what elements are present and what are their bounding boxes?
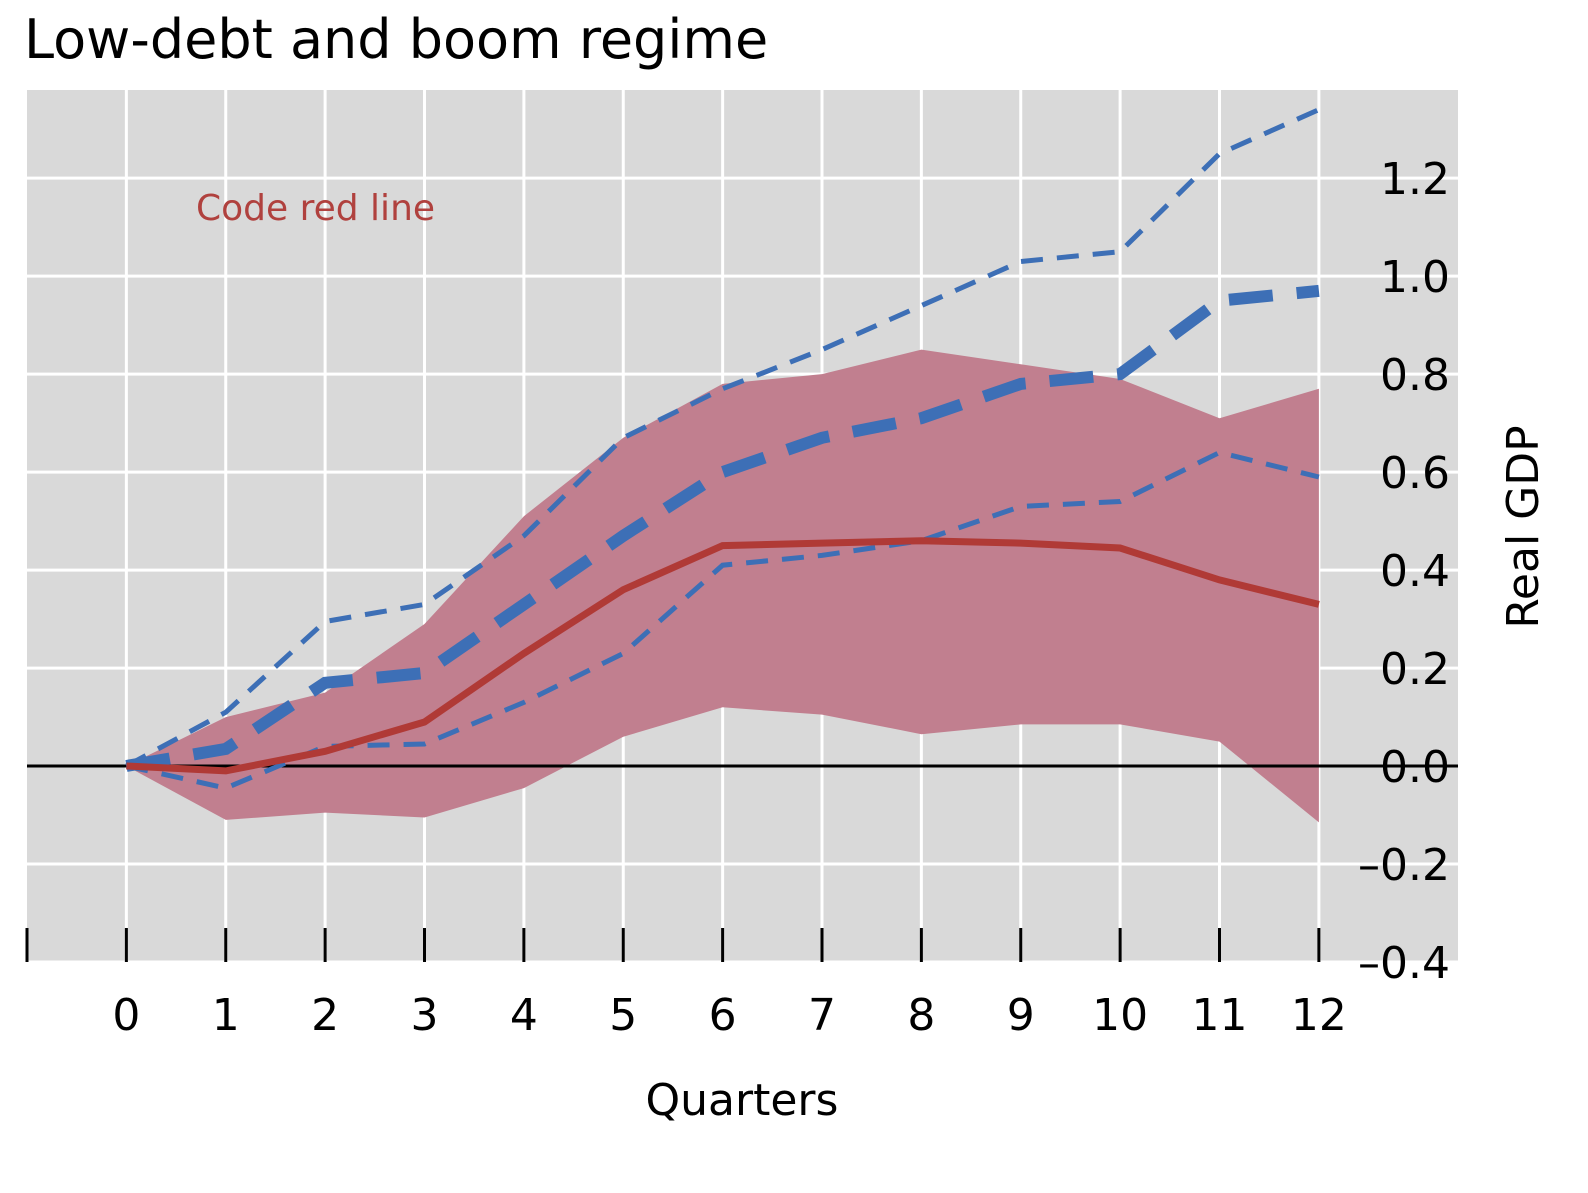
x-tick-label: 3 [411, 990, 439, 1041]
x-tick-label: 11 [1192, 990, 1248, 1041]
y-tick-label: 0.6 [1380, 448, 1450, 499]
y-tick-label: 0.0 [1380, 742, 1450, 793]
y-tick-label: 0.4 [1380, 546, 1450, 597]
y-tick-label: 1.0 [1380, 252, 1450, 303]
x-axis-label: Quarters [646, 1075, 839, 1126]
blue-thick-dashed-line [125, 284, 1320, 772]
x-tick-label: 1 [212, 990, 240, 1041]
red-confidence-band [126, 349, 1319, 823]
annotation-code-red-line: Code red line [196, 188, 435, 229]
y-tick-label: 1.2 [1380, 154, 1450, 205]
x-tick-label: 7 [808, 990, 836, 1041]
x-tick-label: 2 [311, 990, 339, 1041]
x-tick-label: 6 [709, 990, 737, 1041]
y-tick-label: –0.4 [1358, 938, 1450, 989]
x-tick-label: 4 [510, 990, 538, 1041]
x-tick-label: 8 [907, 990, 935, 1041]
x-tick-label: 10 [1092, 990, 1148, 1041]
x-tick-marks [25, 928, 1321, 962]
x-tick-label: 12 [1291, 990, 1347, 1041]
y-tick-label: –0.2 [1358, 840, 1450, 891]
blue-lower-dashed-line [125, 449, 1320, 791]
y-axis-label: Real GDP [1498, 425, 1549, 628]
y-tick-labels: 1.2 1.0 0.8 0.6 0.4 0.2 0.0 –0.2 –0.4 [1358, 154, 1450, 989]
red-line [126, 537, 1320, 775]
y-tick-label: 0.8 [1380, 350, 1450, 401]
y-tick-label: 0.2 [1380, 644, 1450, 695]
x-tick-label: 5 [609, 990, 637, 1041]
chart-title: Low-debt and boom regime [24, 8, 769, 71]
x-tick-label: 9 [1007, 990, 1035, 1041]
x-tick-label: 0 [112, 990, 140, 1041]
x-tick-labels: 0 1 2 3 4 5 6 7 8 9 10 11 12 [112, 990, 1347, 1041]
